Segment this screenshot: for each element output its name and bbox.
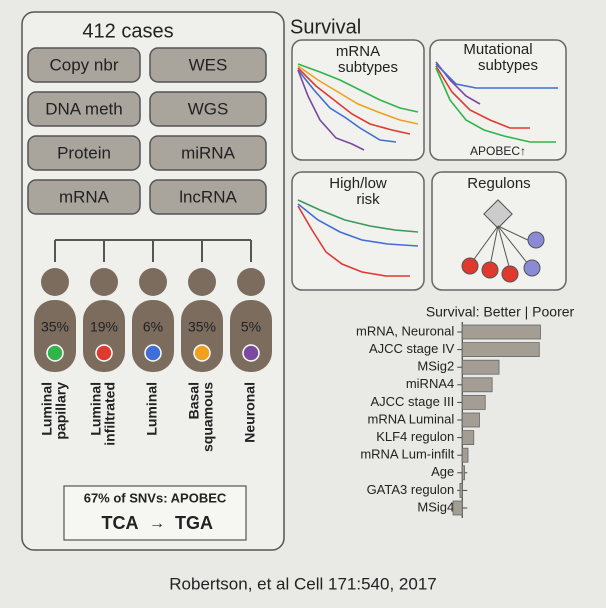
person-head	[139, 268, 167, 296]
subtype-name: Basal	[186, 382, 202, 419]
platform-label: Copy nbr	[50, 55, 119, 74]
regulon-diagram	[461, 199, 545, 283]
panel-labels: mRNAsubtypesMutationalsubtypesAPOBEC↑Hig…	[329, 41, 538, 208]
motif-from: TCA	[102, 513, 139, 533]
platform-label: lncRNA	[179, 187, 237, 206]
platform-button	[27, 135, 141, 171]
bar-label: AJCC stage IV	[369, 341, 455, 356]
km-panel	[291, 171, 425, 291]
person-body	[83, 300, 125, 372]
person-body	[181, 300, 223, 372]
bar-chart: mRNA, Neuronal AJCC stage IV MSig2 miRNA4 AJ…	[356, 322, 541, 518]
subtype-percent: 35%	[41, 319, 69, 335]
platform-buttons: Copy nbr WES DNA meth WGS Protein miRNA mRNA ln…	[27, 47, 267, 215]
motif-to: TGA	[175, 513, 213, 533]
snv-text: 67% of SNVs: APOBEC	[84, 490, 227, 505]
subtype-dot	[242, 344, 260, 362]
cases-title: 412 cases	[82, 20, 173, 42]
platform-button	[149, 91, 267, 127]
panel-label: risk	[356, 191, 380, 208]
subtype-percent: 5%	[241, 319, 261, 335]
citation: Robertson, et al Cell 171:540, 2017	[169, 574, 436, 593]
subtype-dot	[193, 344, 211, 362]
subtype-dot	[144, 344, 162, 362]
platform-button	[27, 47, 141, 83]
bar	[461, 324, 541, 340]
bar-label: KLF4 regulon	[376, 429, 454, 444]
bar-label: mRNA, Neuronal	[356, 323, 454, 338]
subtype-name: Neuronal	[242, 382, 258, 443]
bar	[461, 394, 486, 410]
person-body	[34, 300, 76, 372]
subtype-name: Luminal	[144, 382, 160, 436]
panel-label: subtypes	[338, 59, 398, 76]
person-body	[132, 300, 174, 372]
platform-button	[149, 135, 267, 171]
bar	[461, 412, 480, 428]
snv-box	[63, 485, 247, 541]
bar	[461, 342, 540, 358]
bar-label: GATA3 regulon	[367, 482, 455, 497]
bar-title: Survival: Better | Poorer	[426, 304, 575, 320]
platform-button	[149, 179, 267, 215]
bar	[461, 377, 493, 393]
platform-label: WES	[189, 55, 228, 74]
platform-label: Protein	[57, 143, 111, 162]
bar-label: AJCC stage III	[370, 394, 454, 409]
platform-label: WGS	[188, 99, 229, 118]
bar	[461, 359, 500, 375]
motif-arrow: →	[149, 515, 165, 532]
km-curves	[297, 61, 558, 277]
bar-label: mRNA Luminal	[368, 411, 455, 426]
bar-label: mRNA Lum-infilt	[360, 447, 454, 462]
bar	[452, 500, 463, 516]
bar	[461, 447, 469, 463]
bar-label: miRNA4	[406, 376, 454, 391]
bar	[461, 465, 465, 481]
subtype-name: infiltrated	[102, 382, 118, 446]
survival-title: Survival	[290, 16, 361, 38]
panel-label: High/low	[329, 175, 387, 192]
person-head	[237, 268, 265, 296]
bar	[459, 482, 463, 498]
subtypes: 35%Luminalpapillary19%Luminalinfiltrated…	[34, 239, 272, 452]
panel-label: subtypes	[478, 57, 538, 74]
platform-button	[27, 179, 141, 215]
subtype-name: papillary	[53, 382, 69, 440]
platform-label: mRNA	[59, 187, 110, 206]
bar-label: MSig2	[417, 359, 454, 374]
platform-label: miRNA	[181, 143, 235, 162]
panel-label: mRNA	[336, 43, 380, 60]
platform-button	[149, 47, 267, 83]
person-head	[188, 268, 216, 296]
km-panel	[429, 39, 567, 161]
subtype-percent: 35%	[188, 319, 216, 335]
bar	[461, 430, 475, 446]
platform-button	[27, 91, 141, 127]
subtype-percent: 19%	[90, 319, 118, 335]
bar-label: MSig4	[417, 499, 454, 514]
panel-label: Regulons	[467, 175, 530, 192]
panel-label: Mutational	[463, 41, 532, 58]
subtype-name: Luminal	[39, 382, 55, 436]
bar-label: Age	[431, 464, 454, 479]
person-body	[230, 300, 272, 372]
person-head	[90, 268, 118, 296]
subtype-name: Luminal	[88, 382, 104, 436]
panel-note: APOBEC↑	[470, 144, 526, 158]
subtype-dot	[46, 344, 64, 362]
person-head	[41, 268, 69, 296]
platform-label: DNA meth	[45, 99, 122, 118]
subtype-name: squamous	[200, 382, 216, 452]
subtype-percent: 6%	[143, 319, 163, 335]
subtype-dot	[95, 344, 113, 362]
